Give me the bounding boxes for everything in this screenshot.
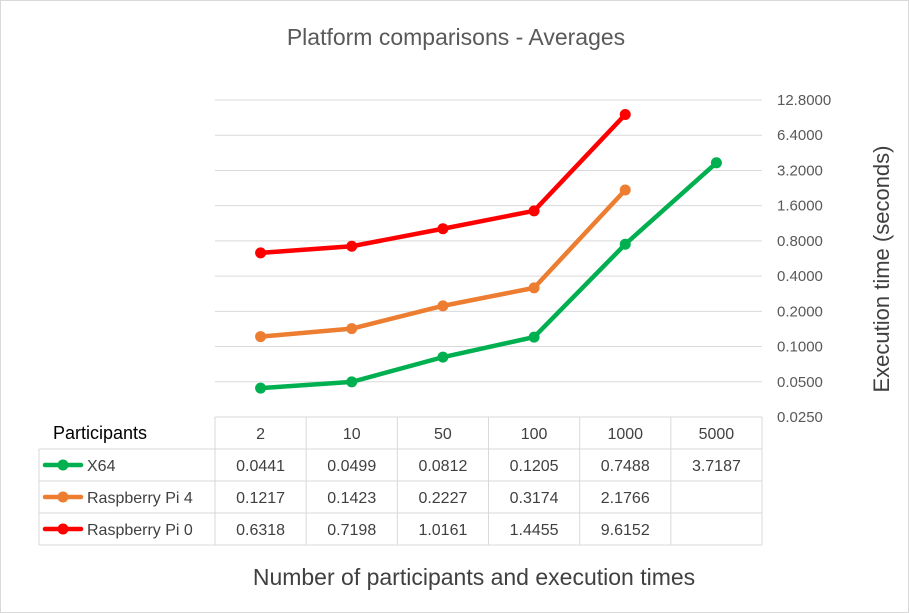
- data-point: [346, 376, 358, 388]
- series-line: [258, 187, 628, 339]
- data-label: 3.7187: [692, 458, 741, 475]
- series-raspberry-pi-4: [255, 184, 631, 343]
- data-point: [346, 240, 358, 252]
- data-point: [619, 238, 631, 250]
- series-lines: [255, 109, 722, 394]
- x-tick-label: 50: [434, 426, 452, 443]
- x-axis-label: Number of participants and execution tim…: [253, 564, 695, 590]
- legend-label: Raspberry Pi 4: [87, 490, 193, 507]
- data-point: [619, 109, 631, 121]
- data-label: 0.6318: [236, 522, 285, 539]
- data-label: 1.4455: [510, 522, 559, 539]
- series-x64: [255, 157, 722, 394]
- data-point: [437, 223, 449, 235]
- y-tick-label: 0.1000: [777, 339, 823, 356]
- data-label: 9.6152: [601, 522, 650, 539]
- y-tick-label: 1.6000: [777, 198, 823, 215]
- data-label: 0.7488: [601, 458, 650, 475]
- data-label: 0.7198: [327, 522, 376, 539]
- legend-marker: [57, 491, 69, 503]
- x-tick-label: 10: [343, 426, 361, 443]
- data-point: [528, 331, 540, 343]
- data-label: 1.0161: [418, 522, 467, 539]
- legend-label: Raspberry Pi 0: [87, 522, 193, 539]
- data-label: 0.1217: [236, 490, 285, 507]
- y-tick-label: 0.0500: [777, 374, 823, 391]
- y-tick-label: 0.0250: [777, 409, 823, 426]
- y-axis-label: Execution time (seconds): [869, 146, 894, 393]
- y-tick-label: 3.2000: [777, 162, 823, 179]
- series-line: [258, 160, 719, 391]
- table-corner-label: Participants: [53, 423, 147, 443]
- data-point: [346, 323, 358, 335]
- x-tick-label: 2: [256, 426, 265, 443]
- y-tick-label: 0.8000: [777, 233, 823, 250]
- data-label: 2.1766: [601, 490, 650, 507]
- data-point: [255, 382, 267, 394]
- data-label: 0.3174: [510, 490, 559, 507]
- data-point: [619, 184, 631, 196]
- data-label: 0.0441: [236, 458, 285, 475]
- data-point: [528, 205, 540, 217]
- data-label: 0.0499: [327, 458, 376, 475]
- legend-marker: [57, 523, 69, 535]
- y-axis-ticks: 12.8000 6.4000 3.2000 1.6000 0.8000 0.4000 0.2…: [777, 92, 831, 426]
- series-raspberry-pi-0: [255, 109, 631, 259]
- data-point: [255, 247, 267, 259]
- x-tick-label: 1000: [607, 426, 643, 443]
- legend-label: X64: [87, 458, 116, 475]
- x-tick-label: 5000: [699, 426, 735, 443]
- y-tick-label: 0.4000: [777, 268, 823, 285]
- gridlines: [215, 99, 762, 418]
- x-tick-label: 100: [521, 426, 548, 443]
- data-table: Participants 2 10 50 100 1000 5000 X64 0.0441 0.…: [38, 417, 763, 546]
- y-tick-label: 12.8000: [777, 92, 831, 109]
- data-point: [437, 300, 449, 312]
- y-tick-label: 6.4000: [777, 127, 823, 144]
- data-point: [528, 282, 540, 294]
- legend-marker: [57, 459, 69, 471]
- chart-title: Platform comparisons - Averages: [287, 24, 625, 50]
- y-tick-label: 0.2000: [777, 303, 823, 320]
- data-point: [255, 331, 267, 343]
- data-label: 0.0812: [418, 458, 467, 475]
- data-point: [437, 351, 449, 363]
- data-label: 0.1205: [510, 458, 559, 475]
- data-label: 0.2227: [418, 490, 467, 507]
- data-label: 0.1423: [327, 490, 376, 507]
- data-point: [710, 157, 722, 169]
